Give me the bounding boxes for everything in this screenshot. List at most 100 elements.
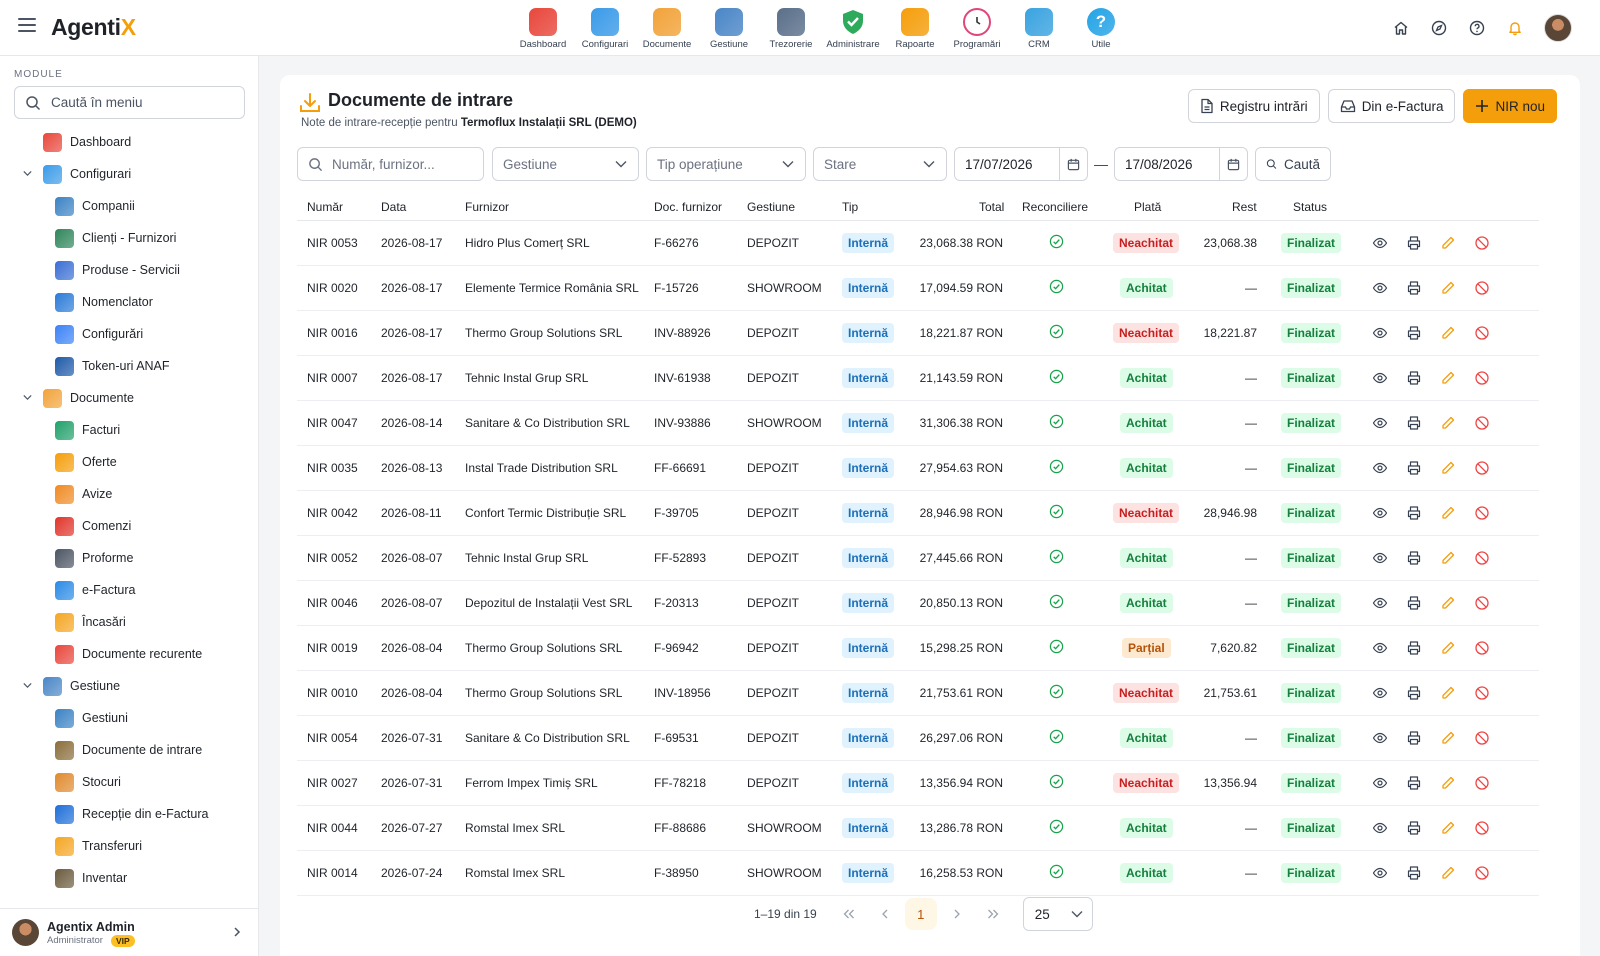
edit-pencil-icon[interactable] [1440, 235, 1456, 251]
cell-numar[interactable]: NIR 0053 [307, 236, 358, 250]
sidebar-item-clienti-furnizori[interactable]: Clienți - Furnizori [0, 222, 258, 254]
chevron-down-icon[interactable] [23, 169, 32, 178]
view-eye-icon[interactable] [1372, 595, 1388, 611]
sidebar-item-receptie-din-e-factura[interactable]: Recepție din e-Factura [0, 798, 258, 830]
table-row[interactable]: NIR 0010 2026-08-04 Thermo Group Solutions… [297, 671, 1539, 716]
new-nir-button[interactable]: NIR nou [1463, 89, 1557, 123]
sidebar-item-oferte[interactable]: Oferte [0, 446, 258, 478]
date-from-input[interactable]: 17/07/2026 [954, 147, 1088, 181]
print-icon[interactable] [1406, 415, 1422, 431]
view-eye-icon[interactable] [1372, 505, 1388, 521]
chevron-down-icon[interactable] [23, 393, 32, 402]
home-icon[interactable] [1392, 19, 1410, 37]
sidebar-item-stocuri[interactable]: Stocuri [0, 766, 258, 798]
sidebar-item-e-factura[interactable]: e-Factura [0, 574, 258, 606]
table-row[interactable]: NIR 0052 2026-08-07 Tehnic Instal Grup SRL… [297, 536, 1539, 581]
cancel-icon[interactable] [1474, 550, 1490, 566]
print-icon[interactable] [1406, 685, 1422, 701]
cell-numar[interactable]: NIR 0020 [307, 281, 358, 295]
cancel-icon[interactable] [1474, 415, 1490, 431]
sidebar-search-input[interactable]: Caută în meniu [14, 86, 245, 119]
cancel-icon[interactable] [1474, 730, 1490, 746]
cell-numar[interactable]: NIR 0019 [307, 641, 358, 655]
print-icon[interactable] [1406, 820, 1422, 836]
cancel-icon[interactable] [1474, 505, 1490, 521]
cancel-icon[interactable] [1474, 235, 1490, 251]
cell-numar[interactable]: NIR 0016 [307, 326, 358, 340]
print-icon[interactable] [1406, 370, 1422, 386]
table-row[interactable]: NIR 0020 2026-08-17 Elemente Termice Român… [297, 266, 1539, 311]
sidebar-item-produse-servicii[interactable]: Produse - Servicii [0, 254, 258, 286]
edit-pencil-icon[interactable] [1440, 415, 1456, 431]
status-select[interactable]: Stare [813, 147, 947, 181]
sidebar-item-configurari[interactable]: Configurări [0, 318, 258, 350]
sidebar-item-incasari[interactable]: Încasări [0, 606, 258, 638]
cancel-icon[interactable] [1474, 685, 1490, 701]
cell-numar[interactable]: NIR 0044 [307, 821, 358, 835]
edit-pencil-icon[interactable] [1440, 325, 1456, 341]
edit-pencil-icon[interactable] [1440, 685, 1456, 701]
print-icon[interactable] [1406, 325, 1422, 341]
cancel-icon[interactable] [1474, 640, 1490, 656]
view-eye-icon[interactable] [1372, 325, 1388, 341]
col-status[interactable]: Status [1293, 200, 1328, 214]
cancel-icon[interactable] [1474, 280, 1490, 296]
edit-pencil-icon[interactable] [1440, 505, 1456, 521]
edit-pencil-icon[interactable] [1440, 775, 1456, 791]
col-furnizor[interactable]: Furnizor [465, 200, 510, 214]
prev-page-icon[interactable] [867, 898, 903, 930]
sidebar-item-nomenclator[interactable]: Nomenclator [0, 286, 258, 318]
cell-numar[interactable]: NIR 0047 [307, 416, 358, 430]
table-row[interactable]: NIR 0027 2026-07-31 Ferrom Impex Timiș SRL… [297, 761, 1539, 806]
view-eye-icon[interactable] [1372, 415, 1388, 431]
sidebar-item-avize[interactable]: Avize [0, 478, 258, 510]
edit-pencil-icon[interactable] [1440, 865, 1456, 881]
topnav-item-rapoarte[interactable]: Rapoarte [884, 4, 946, 52]
cancel-icon[interactable] [1474, 325, 1490, 341]
view-eye-icon[interactable] [1372, 235, 1388, 251]
print-icon[interactable] [1406, 280, 1422, 296]
topnav-item-programri[interactable]: Programări [946, 4, 1008, 52]
sidebar-item-documente-recurente[interactable]: Documente recurente [0, 638, 258, 670]
edit-pencil-icon[interactable] [1440, 280, 1456, 296]
print-icon[interactable] [1406, 595, 1422, 611]
next-page-icon[interactable] [939, 898, 975, 930]
view-eye-icon[interactable] [1372, 640, 1388, 656]
chevron-down-icon[interactable] [23, 681, 32, 690]
cell-numar[interactable]: NIR 0035 [307, 461, 358, 475]
table-row[interactable]: NIR 0054 2026-07-31 Sanitare & Co Distribu… [297, 716, 1539, 761]
bell-icon[interactable] [1506, 19, 1524, 37]
cancel-icon[interactable] [1474, 820, 1490, 836]
current-page[interactable]: 1 [904, 898, 937, 930]
operation-type-select[interactable]: Tip operațiune [646, 147, 806, 181]
topnav-item-crm[interactable]: CRM [1008, 4, 1070, 52]
view-eye-icon[interactable] [1372, 685, 1388, 701]
sidebar-item-gestiune[interactable]: Gestiune [0, 670, 258, 702]
sidebar-item-gestiuni[interactable]: Gestiuni [0, 702, 258, 734]
topnav-item-trezorerie[interactable]: Trezorerie [760, 4, 822, 52]
registry-button[interactable]: Registru intrări [1187, 89, 1320, 123]
print-icon[interactable] [1406, 460, 1422, 476]
col-data[interactable]: Data [381, 200, 407, 214]
sidebar-item-proforme[interactable]: Proforme [0, 542, 258, 574]
topnav-item-utile[interactable]: ? Utile [1070, 4, 1132, 52]
table-row[interactable]: NIR 0042 2026-08-11 Confort Termic Distrib… [297, 491, 1539, 536]
topnav-item-dashboard[interactable]: Dashboard [512, 4, 574, 52]
table-row[interactable]: NIR 0047 2026-08-14 Sanitare & Co Distribu… [297, 401, 1539, 446]
table-row[interactable]: NIR 0019 2026-08-04 Thermo Group Solutions… [297, 626, 1539, 671]
cell-numar[interactable]: NIR 0052 [307, 551, 358, 565]
col-reconciliere[interactable]: Reconciliere [1022, 200, 1089, 214]
table-row[interactable]: NIR 0053 2026-08-17 Hidro Plus Comerț SRL F… [297, 221, 1539, 266]
col-plata[interactable]: Plată [1134, 200, 1162, 214]
cancel-icon[interactable] [1474, 775, 1490, 791]
print-icon[interactable] [1406, 550, 1422, 566]
sidebar-item-configurari[interactable]: Configurari [0, 158, 258, 190]
search-button[interactable]: Caută [1255, 147, 1331, 181]
calendar-icon[interactable] [1059, 148, 1087, 180]
edit-pencil-icon[interactable] [1440, 595, 1456, 611]
page-size-select[interactable]: 25 [1022, 897, 1093, 931]
hamburger-menu-icon[interactable] [18, 18, 36, 32]
view-eye-icon[interactable] [1372, 820, 1388, 836]
compass-icon[interactable] [1430, 19, 1448, 37]
view-eye-icon[interactable] [1372, 550, 1388, 566]
